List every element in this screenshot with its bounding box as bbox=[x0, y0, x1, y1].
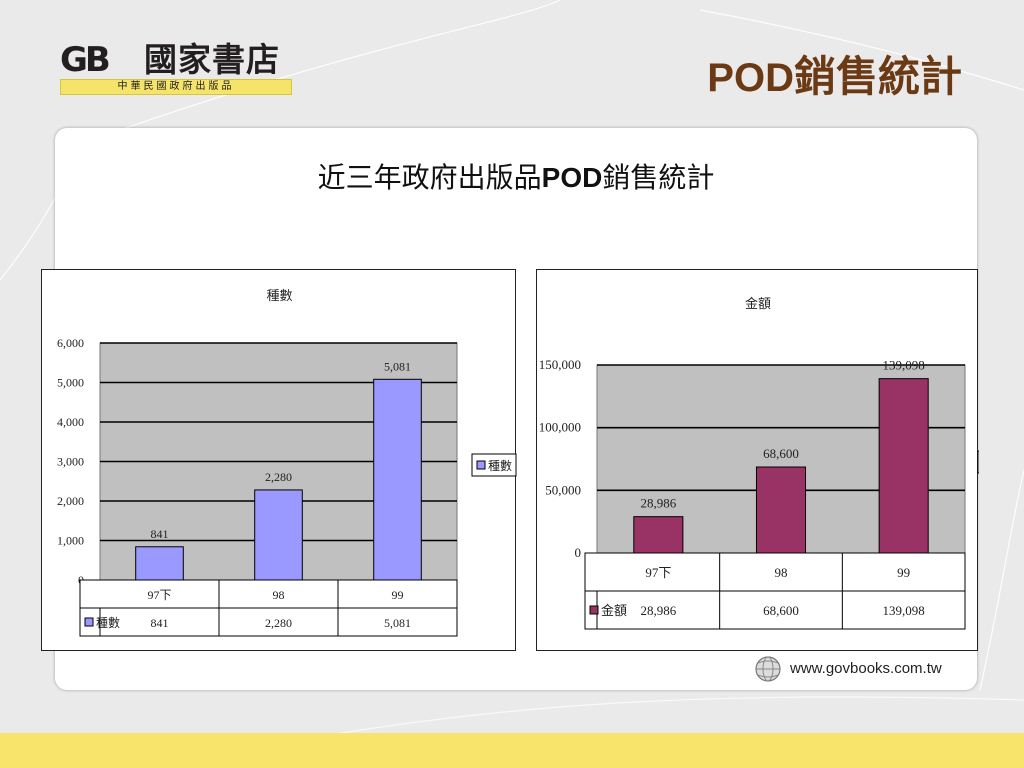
y-tick-label: 5,000 bbox=[57, 376, 84, 390]
y-tick-label: 1,000 bbox=[57, 534, 84, 548]
slide-title-latin: POD bbox=[707, 56, 794, 100]
bar bbox=[878, 378, 929, 554]
table-value: 841 bbox=[151, 616, 169, 630]
bar-value-label: 68,600 bbox=[763, 446, 799, 461]
chart-count: 種數01,0002,0003,0004,0005,0006,0008412,28… bbox=[57, 288, 517, 637]
x-category-label: 99 bbox=[897, 565, 910, 580]
bar-value-label: 5,081 bbox=[384, 359, 411, 373]
logo: GB 國家書店 中華民國政府出版品 bbox=[60, 40, 292, 96]
x-category-label: 98 bbox=[273, 588, 285, 602]
x-category-label: 97下 bbox=[147, 588, 171, 602]
table-value: 2,280 bbox=[265, 616, 292, 630]
y-tick-label: 50,000 bbox=[545, 482, 581, 497]
y-tick-label: 3,000 bbox=[57, 455, 84, 469]
chart-count-frame: 種數01,0002,0003,0004,0005,0006,0008412,28… bbox=[41, 269, 517, 651]
bottom-band bbox=[0, 733, 1024, 768]
bar bbox=[254, 489, 303, 581]
decorative-curve bbox=[299, 696, 1024, 741]
y-tick-label: 0 bbox=[575, 545, 582, 560]
footer-link[interactable]: www.govbooks.com.tw bbox=[752, 652, 967, 688]
legend-label: 種數 bbox=[488, 459, 512, 473]
y-tick-label: 6,000 bbox=[57, 336, 84, 350]
x-category-label: 97下 bbox=[645, 565, 671, 580]
logo-name: 國家書店 bbox=[144, 40, 280, 79]
decorative-curve bbox=[119, 0, 561, 131]
slide-title: POD銷售統計 bbox=[600, 50, 962, 105]
logo-mark: GB bbox=[60, 40, 111, 80]
chart-amount: 金額 0 50,000 100,000 150,000 28,986 68,600 139,0… bbox=[539, 296, 979, 630]
chart-amount-frame: 金額 0 50,000 100,000 150,000 28,986 68,600 139,0… bbox=[536, 269, 979, 651]
bar bbox=[373, 378, 422, 581]
bar-value-label: 841 bbox=[151, 527, 169, 541]
table-series-label: 種數 bbox=[96, 616, 120, 630]
x-category-label: 99 bbox=[392, 588, 404, 602]
decorative-curve bbox=[699, 9, 1024, 91]
table-value: 5,081 bbox=[384, 616, 411, 630]
chart-title: 金額 bbox=[745, 296, 771, 311]
panel-heading-latin: POD bbox=[541, 162, 603, 193]
x-category-label: 98 bbox=[775, 565, 788, 580]
panel-heading-part1: 近三年政府出版品 bbox=[317, 161, 542, 194]
table-series-label: 金額 bbox=[601, 603, 627, 618]
y-tick-label: 100,000 bbox=[539, 420, 581, 435]
decorative-curve bbox=[979, 469, 1024, 691]
footer-url[interactable]: www.govbooks.com.tw bbox=[790, 660, 942, 677]
bar bbox=[755, 466, 807, 554]
bar-value-label: 2,280 bbox=[265, 470, 292, 484]
legend-box bbox=[471, 453, 517, 477]
slide-title-cjk: 銷售統計 bbox=[793, 52, 962, 101]
table-legend-swatch bbox=[84, 617, 94, 627]
y-tick-label: 2,000 bbox=[57, 494, 84, 508]
bar bbox=[633, 516, 684, 554]
y-tick-label: 150,000 bbox=[539, 357, 581, 372]
panel-heading: 近三年政府出版品POD銷售統計 bbox=[55, 158, 977, 198]
table-value: 28,986 bbox=[640, 603, 676, 618]
globe-icon bbox=[755, 656, 781, 682]
y-tick-label: 4,000 bbox=[57, 415, 84, 429]
legend-swatch bbox=[476, 460, 486, 470]
logo-subtitle: 中華民國政府出版品 bbox=[60, 79, 292, 95]
bar-value-label: 139,098 bbox=[883, 358, 925, 373]
table-value: 139,098 bbox=[883, 603, 925, 618]
chart-title: 種數 bbox=[266, 288, 292, 303]
legend-box bbox=[977, 450, 979, 474]
panel-heading-part2: 銷售統計 bbox=[602, 161, 715, 194]
bar-value-label: 28,986 bbox=[640, 496, 676, 511]
bar bbox=[135, 546, 184, 581]
table-legend-swatch bbox=[589, 605, 599, 615]
table-value: 68,600 bbox=[763, 603, 799, 618]
